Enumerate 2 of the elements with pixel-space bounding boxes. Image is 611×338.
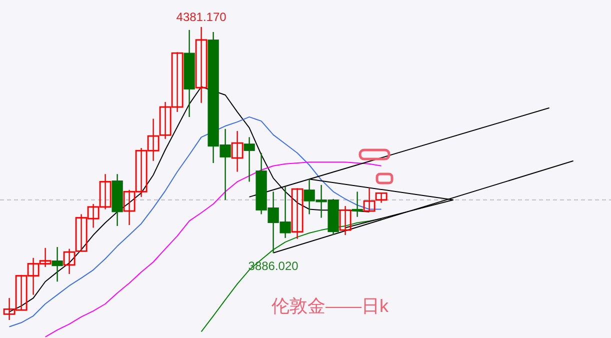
annotation: 4381.170 bbox=[176, 10, 227, 24]
text: 伦敦金——日k bbox=[272, 296, 390, 316]
